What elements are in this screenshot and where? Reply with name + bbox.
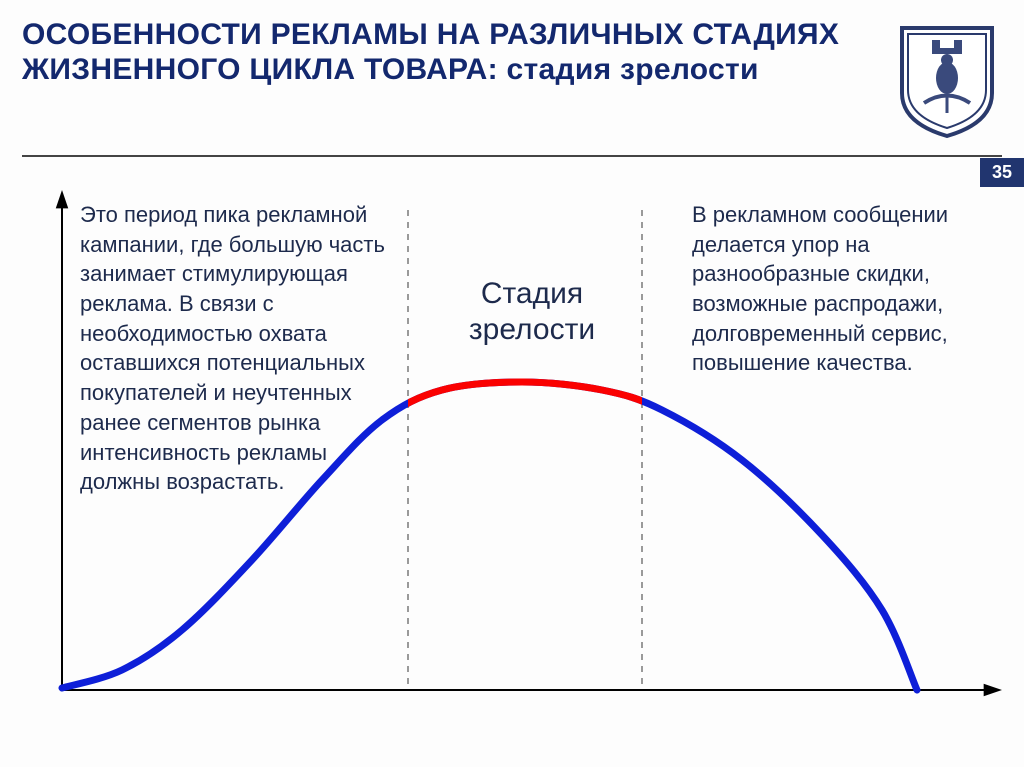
slide-number-badge: 35: [980, 158, 1024, 187]
institution-logo: [892, 18, 1002, 138]
slide-title: ОСОБЕННОСТИ РЕКЛАМЫ НА РАЗЛИЧНЫХ СТАДИЯХ…: [22, 18, 842, 87]
stage-label: Стадия зрелости: [422, 276, 642, 348]
lifecycle-chart: Это период пика рекламной кампании, где …: [22, 190, 1002, 730]
description-right: В рекламном сообщении делается упор на р…: [692, 200, 982, 378]
description-left: Это период пика рекламной кампании, где …: [80, 200, 385, 497]
header-divider: [22, 155, 1002, 157]
